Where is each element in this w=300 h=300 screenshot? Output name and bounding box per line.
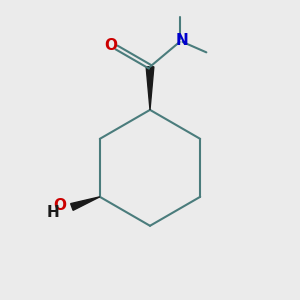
Text: O: O [53, 198, 67, 213]
Text: N: N [176, 33, 188, 48]
Text: O: O [105, 38, 118, 52]
Polygon shape [71, 197, 100, 210]
Text: H: H [47, 205, 60, 220]
Polygon shape [146, 67, 154, 110]
